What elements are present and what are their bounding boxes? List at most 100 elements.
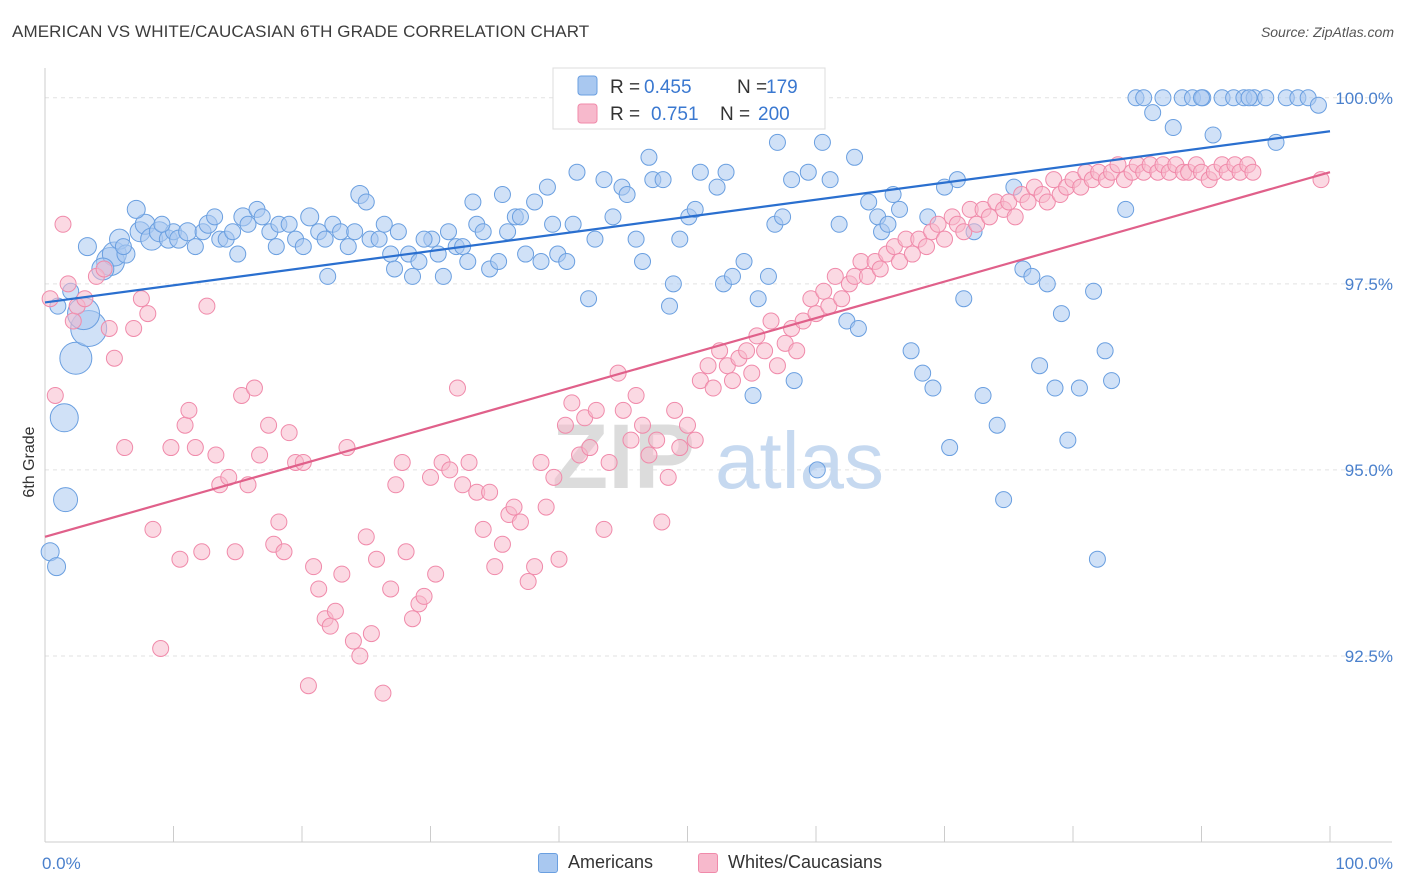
watermark-atlas: atlas [715,416,884,505]
whites-point [460,453,478,471]
whites-point [756,342,774,360]
y-tick-label: 100.0% [1335,89,1393,108]
y-tick-labels: 92.5% 95.0% 97.5% 100.0% [1335,89,1393,666]
americans-point [1085,282,1103,300]
americans-point [691,163,709,181]
stats-r-value-americans: 0.455 [644,77,692,98]
americans-point [974,386,992,404]
whites-point [666,401,684,419]
whites-point [474,520,492,538]
legend-swatch-whites [698,852,718,873]
whites-point [537,498,555,516]
whites-point [441,461,459,479]
whites-point [627,386,645,404]
americans-point [464,193,482,211]
americans-point [618,186,636,204]
americans-point [346,223,364,241]
stats-r-label-americans: R = [610,77,640,98]
americans-point [1193,89,1210,107]
whites-point [105,349,123,367]
americans-point [319,267,337,285]
whites-point [691,372,709,390]
whites-point [891,253,909,270]
whites-point [704,379,722,397]
whites-point [699,357,717,375]
americans-point [490,253,508,270]
whites-point [980,208,998,226]
stats-n-label-americans: N = [737,77,767,98]
legend-item-whites[interactable]: Whites/Caucasians [698,852,882,873]
americans-point [1135,89,1153,107]
y-tick-label: 95.0% [1345,461,1393,480]
whites-point [193,543,211,561]
whites-point [280,424,298,442]
stats-legend-swatch-whites [577,103,598,124]
whites-point [368,550,386,568]
whites-point [858,267,876,285]
x-tick-label: 100.0% [1335,854,1393,873]
stats-n-label-whites: N = [720,104,750,125]
americans-point [1070,379,1088,397]
whites-point [738,342,756,360]
americans-point [474,223,492,241]
whites-point [270,513,288,531]
americans-point [1052,305,1070,323]
americans-point [686,200,704,218]
whites-point [59,275,77,293]
watermark: ZIP atlas [552,406,884,508]
americans-point [1088,550,1106,568]
whites-point [1045,171,1063,189]
whites-point [333,565,351,583]
whites-point [144,520,162,538]
americans-point [774,208,792,226]
americans-point [879,215,897,233]
whites-point [260,416,278,434]
americans-point [77,237,97,257]
americans-point [526,193,544,211]
stats-n-value-americans: 179 [766,77,798,98]
americans-point [830,215,848,233]
legend-item-americans[interactable]: Americans [538,852,653,873]
whites-point [139,305,157,323]
whites-point [382,580,400,598]
americans-point [538,178,556,196]
americans-point [783,171,801,189]
whites-point [132,290,150,308]
whites-point [1006,208,1024,226]
americans-point [434,267,452,285]
americans-point [389,223,407,241]
americans-point [1031,357,1049,375]
americans-point [1164,119,1182,137]
whites-point [207,446,225,464]
whites-point [1038,193,1056,211]
whites-point [186,439,204,457]
whites-point [622,431,640,449]
whites-point [46,386,64,404]
whites-point [397,543,415,561]
americans-point [1154,89,1172,107]
y-tick-label: 92.5% [1345,647,1393,666]
americans-point [410,253,428,270]
americans-point [300,207,320,227]
americans-point [499,223,517,241]
series-legend: Americans Whites/Caucasians [0,852,1406,876]
americans-point [634,253,652,270]
americans-point [735,253,753,270]
americans-point [661,297,679,315]
whites-point [41,290,59,308]
whites-point [545,468,563,486]
whites-point [152,640,170,657]
americans-point [568,163,586,181]
whites-point [486,558,504,576]
americans-point [1038,275,1056,293]
whites-point [1244,163,1262,181]
legend-label-americans: Americans [568,852,654,872]
americans-point [49,403,79,433]
whites-point [344,632,362,650]
whites-point [357,528,375,546]
whites-point [427,565,445,583]
americans-point [229,245,247,263]
x-tick-label: 0.0% [42,854,81,873]
whites-point [519,573,537,591]
